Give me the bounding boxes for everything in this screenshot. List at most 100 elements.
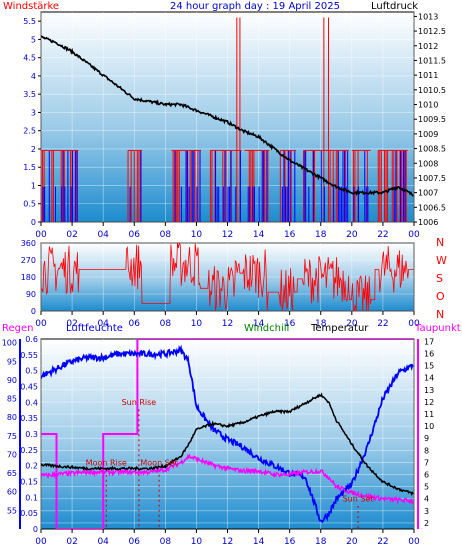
pressure-tick-label: 1008: [418, 159, 438, 168]
direction-tick-label: 180: [21, 273, 36, 282]
rain-tick-label: 0: [33, 525, 38, 534]
humidity-tick-label: 85: [7, 395, 17, 404]
wind-tick-label: 3: [31, 108, 36, 117]
rain-axis-title: Regen: [2, 323, 34, 334]
wind-tick-label: 5: [31, 35, 36, 44]
humidity-tick-label: 75: [7, 432, 17, 441]
x-tick-label: 12: [222, 537, 233, 547]
pressure-tick-label: 1013: [418, 12, 438, 21]
event-label: Moon Set: [140, 458, 177, 467]
temperature-tick-label: 3: [424, 507, 429, 516]
rain-tick-label: 0.2: [25, 462, 38, 471]
x-tick-label: 06: [129, 319, 141, 329]
x-tick-label: 06: [129, 230, 141, 240]
x-tick-label: 18: [315, 230, 327, 240]
x-tick-label: 14: [253, 230, 265, 240]
x-tick-label: 02: [66, 230, 77, 240]
pressure-tick-label: 1006: [418, 218, 438, 227]
rain-tick-label: 0.45: [20, 383, 38, 392]
x-tick-label: 00: [408, 537, 420, 547]
wind-tick-label: 0: [31, 218, 36, 227]
x-tick-label: 00: [408, 319, 420, 329]
rain-tick-label: 0.3: [25, 430, 38, 439]
x-tick-label: 10: [191, 230, 203, 240]
temperature-tick-label: 11: [424, 410, 434, 419]
pressure-tick-label: 1012.5: [418, 27, 446, 36]
temperature-tick-label: 16: [424, 350, 434, 359]
direction-trace: [41, 243, 414, 311]
humidity-axis-title: Luftfeuchte: [66, 323, 123, 334]
wind-tick-label: 5.5: [23, 17, 36, 26]
x-tick-label: 10: [191, 319, 203, 329]
dewpoint-line: [41, 453, 414, 505]
x-tick-label: 00: [35, 319, 47, 329]
temperature-tick-label: 6: [424, 471, 429, 480]
compass-label: S: [436, 272, 443, 285]
humidity-line: [41, 344, 414, 524]
humidity-tick-label: 80: [7, 413, 17, 422]
temperature-line: [41, 392, 414, 497]
pressure-tick-label: 1006.5: [418, 203, 446, 212]
x-tick-label: 02: [66, 537, 77, 547]
temperature-tick-label: 2: [424, 519, 429, 528]
x-tick-label: 22: [377, 319, 388, 329]
x-tick-label: 20: [346, 230, 358, 240]
event-label: Sun Set: [343, 495, 374, 504]
x-tick-label: 00: [35, 537, 47, 547]
wind-tick-label: 4: [31, 72, 36, 81]
wind-tick-label: 2.5: [23, 127, 36, 136]
pressure-tick-label: 1009.5: [418, 115, 446, 124]
pressure-tick-label: 1008.5: [418, 145, 446, 154]
temperature-tick-label: 12: [424, 398, 434, 407]
temperature-tick-label: 8: [424, 446, 429, 455]
compass-label: O: [436, 290, 445, 303]
humidity-tick-label: 60: [7, 488, 17, 497]
x-tick-label: 04: [97, 319, 109, 329]
pressure-tick-label: 1007.5: [418, 174, 446, 183]
x-tick-label: 22: [377, 230, 388, 240]
direction-tick-label: 270: [21, 256, 36, 265]
compass-label: N: [436, 308, 444, 321]
dewpoint-legend: Taupunkt: [414, 323, 461, 334]
pressure-tick-label: 1009: [418, 130, 438, 139]
x-tick-label: 08: [160, 537, 172, 547]
compass-label: W: [436, 254, 447, 267]
wind-tick-label: 1.5: [23, 163, 36, 172]
x-tick-label: 14: [253, 319, 265, 329]
x-tick-label: 22: [377, 537, 388, 547]
x-tick-label: 20: [346, 319, 358, 329]
wind-tick-label: 2: [31, 145, 36, 154]
pressure-axis-title: Luftdruck: [371, 1, 418, 12]
wind-tick-label: 0.5: [23, 200, 36, 209]
temperature-legend: Temperatur: [310, 323, 369, 334]
rain-tick-label: 0.6: [25, 335, 38, 344]
temperature-tick-label: 7: [424, 458, 429, 467]
humidity-tick-label: 90: [7, 376, 17, 385]
rain-tick-label: 0.25: [20, 446, 38, 455]
pressure-tick-label: 1011: [418, 71, 438, 80]
direction-tick-label: 90: [26, 290, 36, 299]
wind-tick-label: 1: [31, 181, 36, 190]
x-tick-label: 16: [284, 319, 296, 329]
windchill-legend: Windchill: [244, 323, 289, 334]
temperature-tick-label: 5: [424, 483, 429, 492]
humidity-tick-label: 65: [7, 469, 17, 478]
rain-tick-label: 0.1: [25, 493, 38, 502]
compass-label: N: [436, 236, 444, 249]
wind-axis-title: Windstärke: [3, 1, 59, 12]
humidity-tick-label: 100: [2, 339, 17, 348]
rain-tick-label: 0.4: [25, 398, 38, 407]
temperature-tick-label: 17: [424, 337, 434, 346]
x-tick-label: 04: [97, 230, 109, 240]
rain-tick-label: 0.05: [20, 509, 38, 518]
rain-tick-label: 0.55: [20, 351, 38, 360]
x-tick-label: 08: [160, 230, 172, 240]
x-tick-label: 18: [315, 319, 327, 329]
rain-tick-label: 0.5: [25, 367, 38, 376]
x-tick-label: 12: [222, 319, 233, 329]
x-tick-label: 00: [408, 230, 420, 240]
x-tick-label: 20: [346, 537, 358, 547]
x-tick-label: 04: [97, 537, 109, 547]
temperature-tick-label: 9: [424, 434, 429, 443]
